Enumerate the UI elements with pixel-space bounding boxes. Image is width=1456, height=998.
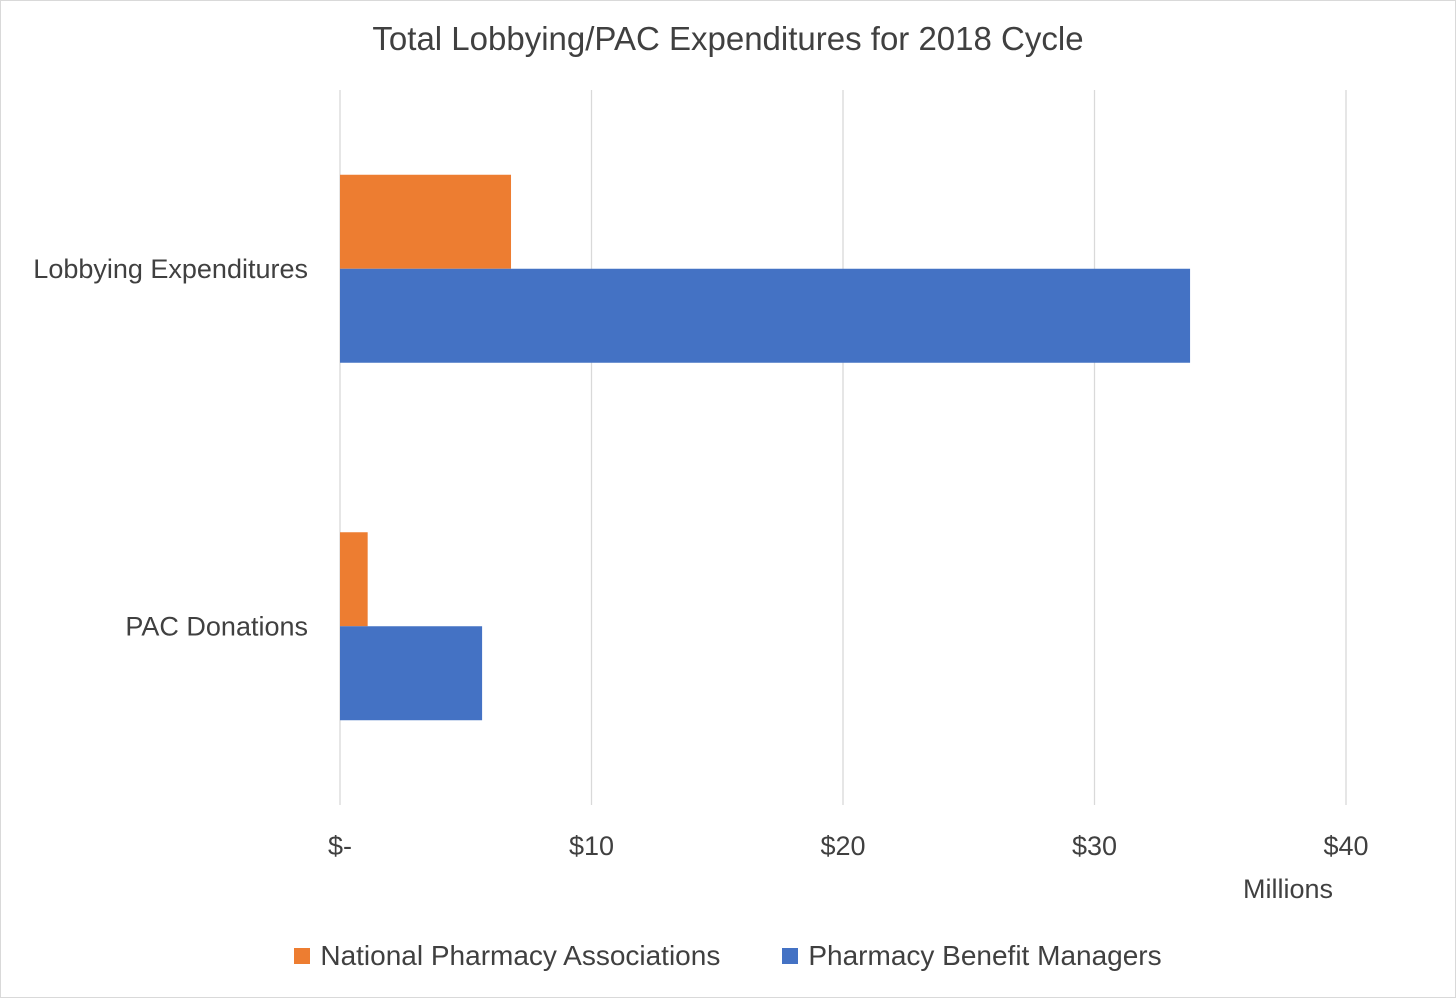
bar-national-pharmacy-associations-pac-donations	[340, 532, 368, 627]
legend-swatch-national-pharmacy-associations	[294, 948, 311, 964]
gridlines	[339, 90, 1347, 805]
bar-pharmacy-benefit-managers-pac-donations	[340, 626, 483, 721]
category-label-pac-donations: PAC Donations	[125, 611, 308, 641]
x-tick-label-30: $30	[1072, 831, 1117, 861]
legend-label-pharmacy-benefit-managers: Pharmacy Benefit Managers	[808, 940, 1162, 971]
legend-item-pharmacy-benefit-managers: Pharmacy Benefit Managers	[782, 940, 1162, 972]
legend-swatch-pharmacy-benefit-managers	[782, 948, 799, 964]
x-tick-label-20: $20	[820, 831, 865, 861]
x-axis-tick-labels: $- $10 $20 $30 $40	[328, 831, 1369, 861]
category-label-lobbying-expenditures: Lobbying Expenditures	[33, 254, 308, 284]
x-axis-units-label: Millions	[1242, 874, 1334, 904]
x-tick-label-10: $10	[569, 831, 614, 861]
bar-pharmacy-benefit-managers-lobbying-expenditures	[340, 268, 1191, 363]
chart-title: Total Lobbying/PAC Expenditures for 2018…	[372, 20, 1084, 57]
y-axis-category-labels: Lobbying Expenditures PAC Donations	[33, 254, 308, 642]
bar-national-pharmacy-associations-lobbying-expenditures	[340, 174, 512, 269]
legend-item-national-pharmacy-associations: National Pharmacy Associations	[294, 940, 720, 972]
x-tick-label-40: $40	[1323, 831, 1368, 861]
legend-label-national-pharmacy-associations: National Pharmacy Associations	[320, 940, 721, 971]
bars	[340, 174, 1191, 721]
legend: National Pharmacy Associations Pharmacy …	[0, 940, 1456, 972]
x-tick-label-0: $-	[328, 831, 352, 861]
